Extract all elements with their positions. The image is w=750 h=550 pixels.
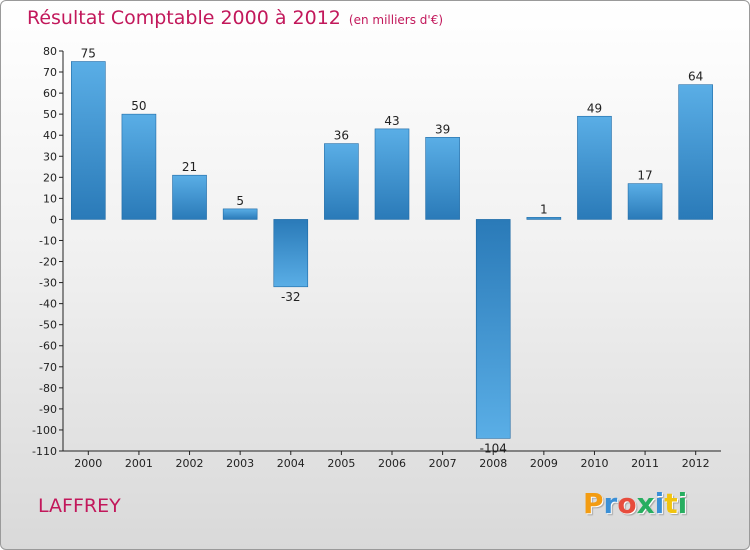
y-tick-label: -40 <box>39 298 57 311</box>
bar-2002[interactable] <box>172 174 207 220</box>
x-tick-label: 2002 <box>176 457 204 470</box>
x-tick-label: 2012 <box>682 457 710 470</box>
logo-letter: r <box>603 487 618 520</box>
y-tick-label: 70 <box>43 66 57 79</box>
x-tick-label: 2010 <box>580 457 608 470</box>
logo-letter: x <box>636 487 655 520</box>
logo-letter: t <box>664 487 678 520</box>
data-label-2000: 75 <box>81 47 96 61</box>
data-label-2002: 21 <box>182 160 197 174</box>
y-tick-label: -90 <box>39 403 57 416</box>
x-tick-label: 2008 <box>479 457 507 470</box>
y-tick-label: -60 <box>39 340 57 353</box>
x-tick-label: 2000 <box>74 457 102 470</box>
bar-2003[interactable] <box>222 208 258 220</box>
y-tick-label: 20 <box>43 171 57 184</box>
commune-name: LAFFREY <box>38 495 121 517</box>
y-tick-label: 50 <box>43 108 57 121</box>
x-tick-label: 2007 <box>429 457 457 470</box>
bar-2007[interactable] <box>425 137 460 220</box>
axes-group <box>62 51 721 452</box>
logo-letter: i <box>677 487 688 520</box>
y-tick-label: 80 <box>43 45 57 58</box>
y-tick-label: -110 <box>32 445 57 458</box>
y-tick-label: -50 <box>39 319 57 332</box>
chart-subtitle: (en milliers d'€) <box>348 13 444 27</box>
y-tick-label: -80 <box>39 382 57 395</box>
data-label-2005: 36 <box>334 129 349 143</box>
x-tick-label: 2011 <box>631 457 659 470</box>
y-tick-label: 10 <box>43 192 57 205</box>
bar-2010[interactable] <box>577 115 612 220</box>
bar-2009[interactable] <box>526 217 562 220</box>
y-tick-label: -30 <box>39 277 57 290</box>
x-tick-label: 2004 <box>277 457 305 470</box>
logo-letter: o <box>617 487 637 520</box>
logo-letter: i <box>654 487 665 520</box>
proxiti-logo[interactable]: Proxiti <box>583 487 687 520</box>
data-label-2007: 39 <box>435 122 450 136</box>
y-tick-label: 60 <box>43 87 57 100</box>
data-label-2008: -104 <box>480 441 507 455</box>
data-label-2010: 49 <box>587 101 602 115</box>
data-label-2009: 1 <box>540 202 548 216</box>
data-label-2003: 5 <box>236 194 244 208</box>
y-tick-label: 0 <box>50 213 57 226</box>
data-label-2012: 64 <box>688 70 703 84</box>
x-ticks-group: 2000 2001 2002 2003 2004 2005 2006 2007 2008 2009… <box>74 451 710 470</box>
logo-letter: P <box>583 487 604 520</box>
y-tick-label: 30 <box>43 150 57 163</box>
x-tick-label: 2006 <box>378 457 406 470</box>
y-ticks-group: -110-100-90-80-70-60-50-40-30-20-1001020… <box>32 45 63 458</box>
bar-2008[interactable] <box>475 219 511 439</box>
data-labels-group: 75 50 21 5 -32 36 43 39 -104 1 49 17 64 <box>81 47 704 456</box>
bar-2005[interactable] <box>324 143 359 220</box>
y-tick-label: -10 <box>39 234 57 247</box>
y-tick-label: 40 <box>43 129 57 142</box>
bar-2012[interactable] <box>678 84 713 220</box>
bar-2011[interactable] <box>627 183 663 220</box>
bars-group <box>71 61 713 439</box>
x-tick-label: 2003 <box>226 457 254 470</box>
bar-2001[interactable] <box>121 113 157 220</box>
data-label-2001: 50 <box>131 99 146 113</box>
data-label-2011: 17 <box>637 169 652 183</box>
y-tick-label: -70 <box>39 361 57 374</box>
data-label-2004: -32 <box>281 290 301 304</box>
x-tick-label: 2009 <box>530 457 558 470</box>
bar-2000[interactable] <box>71 61 106 220</box>
chart-title: Résultat Comptable 2000 à 2012 (en millie… <box>27 7 443 29</box>
y-tick-label: -100 <box>32 424 57 437</box>
x-tick-label: 2005 <box>327 457 355 470</box>
y-tick-label: -20 <box>39 256 57 269</box>
x-tick-label: 2001 <box>125 457 153 470</box>
chart-title-text: Résultat Comptable 2000 à 2012 <box>27 7 341 29</box>
data-label-2006: 43 <box>384 114 399 128</box>
bar-2006[interactable] <box>374 128 410 220</box>
bar-2004[interactable] <box>273 219 309 288</box>
